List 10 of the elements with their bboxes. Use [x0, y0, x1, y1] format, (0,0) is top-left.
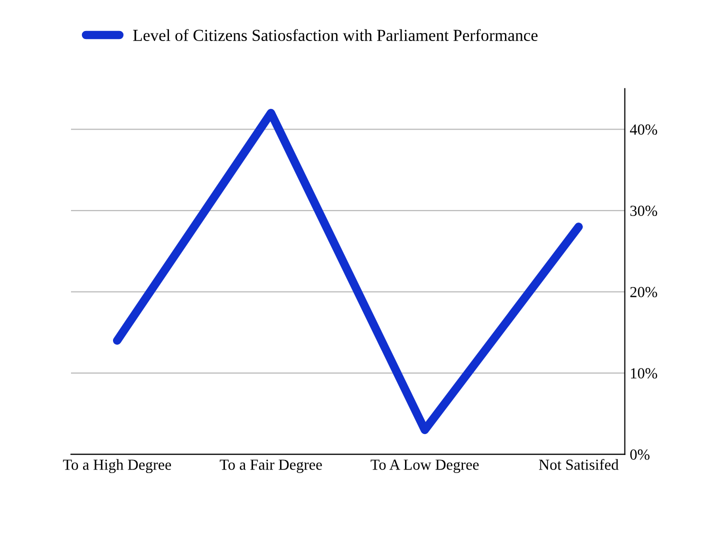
y-tick-label: 0%: [630, 449, 650, 460]
x-tick-label: To a High Degree: [63, 459, 172, 474]
x-tick-label: Not Satisifed: [538, 458, 619, 470]
legend-label: Level of Citizens Satiosfaction with Parliament Performance: [133, 29, 538, 42]
y-tick-label: 30%: [630, 206, 658, 216]
y-tick-label: 10%: [631, 368, 658, 379]
y-tick-label: 40%: [630, 124, 658, 135]
x-tick-label: To A Low Degree: [370, 460, 479, 473]
y-tick-label: 20%: [630, 286, 658, 298]
x-tick-label: To a Fair Degree: [220, 460, 322, 473]
